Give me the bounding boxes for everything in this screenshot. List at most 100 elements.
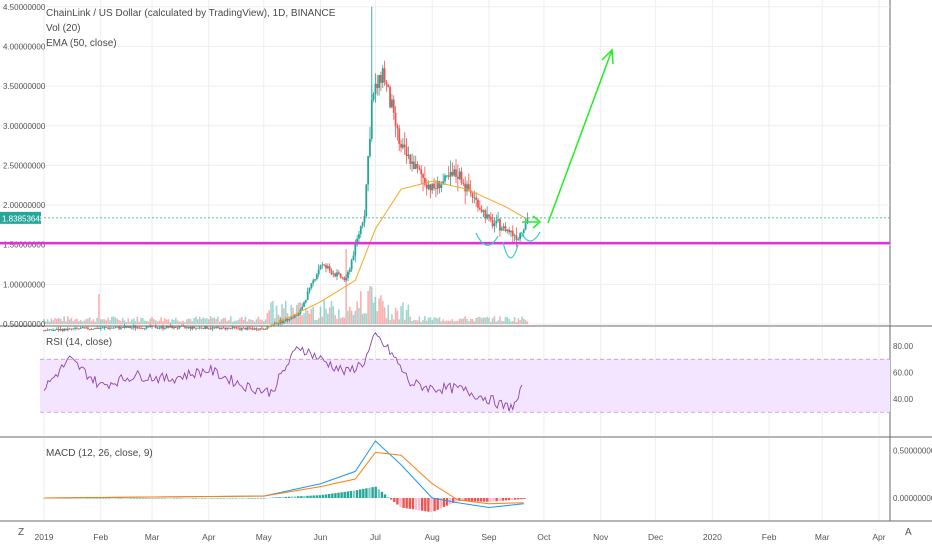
macd-histogram-bar bbox=[111, 498, 114, 499]
candle-body bbox=[449, 171, 452, 177]
volume-bar bbox=[251, 320, 254, 324]
macd-histogram-bar bbox=[324, 494, 328, 498]
macd-histogram-bar bbox=[436, 498, 439, 510]
macd-histogram-bar bbox=[281, 497, 284, 498]
macd-histogram-bar bbox=[430, 498, 433, 513]
macd-histogram-bar bbox=[83, 498, 86, 499]
candle-body bbox=[136, 327, 139, 329]
candle-body bbox=[495, 220, 498, 224]
macd-histogram-bar bbox=[269, 497, 272, 499]
macd-histogram-bar bbox=[405, 498, 408, 509]
candle-body bbox=[370, 99, 373, 139]
volume-bar bbox=[517, 318, 520, 324]
volume-bar bbox=[317, 318, 320, 324]
volume-bar bbox=[248, 319, 250, 324]
macd-legend: MACD (12, 26, close, 9) bbox=[46, 446, 153, 461]
macd-histogram-bar bbox=[520, 498, 523, 500]
macd-histogram-bar bbox=[160, 498, 163, 499]
candle-body bbox=[304, 299, 307, 303]
volume-bar bbox=[266, 313, 269, 324]
volume-bar bbox=[224, 317, 227, 324]
macd-histogram-bar bbox=[241, 498, 244, 499]
candle-body bbox=[99, 328, 102, 329]
volume-bar bbox=[116, 318, 119, 324]
macd-histogram-bar bbox=[126, 498, 129, 499]
volume-bar bbox=[484, 317, 487, 324]
auto-scale-button[interactable]: A bbox=[905, 527, 912, 538]
macd-histogram-bar bbox=[355, 490, 359, 498]
volume-bar bbox=[105, 320, 108, 324]
candle-body bbox=[76, 327, 78, 329]
price-tick-label: 2.00000000 bbox=[3, 201, 46, 210]
candle-body bbox=[336, 272, 338, 277]
candle-body bbox=[515, 235, 518, 240]
macd-histogram-bar bbox=[98, 498, 101, 499]
candle-body bbox=[277, 323, 280, 325]
volume-bar bbox=[79, 319, 82, 324]
candle-body bbox=[261, 328, 263, 330]
volume-bar bbox=[405, 309, 408, 324]
volume-bar bbox=[515, 321, 518, 324]
candle-body bbox=[281, 320, 283, 323]
volume-bar bbox=[61, 320, 64, 324]
macd-histogram-bar bbox=[495, 498, 498, 502]
x-tick-label: May bbox=[256, 532, 273, 542]
volume-bar bbox=[200, 319, 203, 324]
volume-bar bbox=[109, 320, 111, 324]
volume-bar bbox=[222, 318, 225, 324]
volume-bar bbox=[54, 318, 56, 324]
candle-body bbox=[328, 266, 331, 271]
candle-body bbox=[222, 327, 225, 329]
macd-histogram-bar bbox=[132, 498, 136, 499]
ema-indicator-label[interactable]: EMA (50, close) bbox=[46, 38, 117, 49]
candle-body bbox=[123, 326, 126, 328]
candle-body bbox=[429, 184, 432, 191]
macd-histogram-bar bbox=[424, 498, 427, 512]
volume-bar bbox=[394, 307, 397, 324]
volume-bar bbox=[319, 306, 322, 324]
candle-body bbox=[497, 219, 500, 221]
macd-histogram-bar bbox=[523, 498, 526, 499]
candle-body bbox=[295, 315, 298, 317]
volume-bar bbox=[367, 291, 369, 324]
candle-body bbox=[180, 325, 183, 327]
volume-indicator-label[interactable]: Vol (20) bbox=[46, 23, 81, 34]
volume-bar bbox=[502, 321, 505, 324]
rsi-indicator-label[interactable]: RSI (14, close) bbox=[46, 337, 113, 348]
volume-bar bbox=[208, 319, 210, 324]
volume-bar bbox=[231, 321, 234, 324]
candle-body bbox=[149, 326, 152, 328]
macd-histogram-bar bbox=[452, 498, 455, 503]
volume-bar bbox=[400, 306, 402, 324]
candle-body bbox=[455, 169, 457, 177]
candle-body bbox=[378, 75, 380, 89]
volume-bar bbox=[343, 317, 346, 324]
volume-bar bbox=[499, 316, 501, 324]
volume-bar bbox=[369, 286, 371, 324]
left-scale-button[interactable]: Z bbox=[18, 527, 25, 538]
macd-histogram-bar bbox=[129, 498, 132, 499]
x-tick-label: Jul bbox=[370, 532, 381, 542]
volume-bar bbox=[488, 317, 490, 324]
macd-histogram-bar bbox=[157, 498, 160, 499]
volume-bar bbox=[295, 304, 298, 324]
candle-body bbox=[321, 264, 324, 266]
macd-histogram-bar bbox=[476, 498, 480, 502]
candle-body bbox=[394, 112, 397, 126]
macd-indicator-label[interactable]: MACD (12, 26, close, 9) bbox=[46, 448, 153, 459]
volume-bar bbox=[303, 313, 305, 324]
volume-bar bbox=[376, 311, 379, 324]
volume-bar bbox=[453, 321, 455, 324]
candle-body bbox=[352, 255, 355, 260]
candle-body bbox=[87, 327, 89, 329]
candle-body bbox=[94, 327, 97, 329]
volume-bar bbox=[145, 320, 148, 324]
volume-bar bbox=[70, 317, 73, 324]
volume-bar bbox=[462, 318, 465, 324]
macd-histogram-bar bbox=[228, 498, 232, 499]
macd-histogram-bar bbox=[417, 498, 421, 511]
macd-histogram-bar bbox=[145, 498, 148, 499]
candle-body bbox=[239, 328, 241, 330]
volume-bar bbox=[261, 319, 263, 324]
